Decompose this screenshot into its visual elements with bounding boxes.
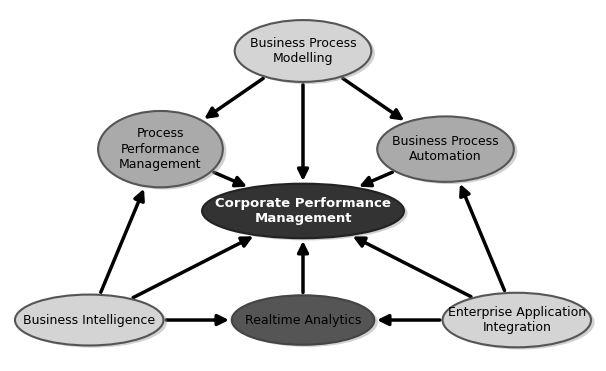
Ellipse shape	[205, 186, 407, 240]
Ellipse shape	[98, 111, 223, 187]
Text: Business Process
Automation: Business Process Automation	[392, 135, 499, 163]
Text: Corporate Performance
Management: Corporate Performance Management	[215, 197, 391, 225]
Ellipse shape	[231, 295, 375, 345]
Ellipse shape	[377, 116, 514, 182]
Ellipse shape	[202, 184, 404, 238]
Ellipse shape	[235, 20, 371, 82]
Text: Process
Performance
Management: Process Performance Management	[119, 127, 202, 171]
Ellipse shape	[238, 22, 375, 84]
Ellipse shape	[19, 297, 167, 348]
Text: Realtime Analytics: Realtime Analytics	[245, 313, 361, 326]
Ellipse shape	[446, 295, 594, 349]
Ellipse shape	[442, 293, 591, 347]
Ellipse shape	[102, 113, 227, 190]
Text: Business Process
Modelling: Business Process Modelling	[250, 37, 356, 65]
Ellipse shape	[235, 298, 378, 347]
Text: Business Intelligence: Business Intelligence	[23, 313, 155, 326]
Ellipse shape	[381, 119, 518, 184]
Ellipse shape	[15, 295, 164, 345]
Text: Enterprise Application
Integration: Enterprise Application Integration	[448, 306, 586, 334]
